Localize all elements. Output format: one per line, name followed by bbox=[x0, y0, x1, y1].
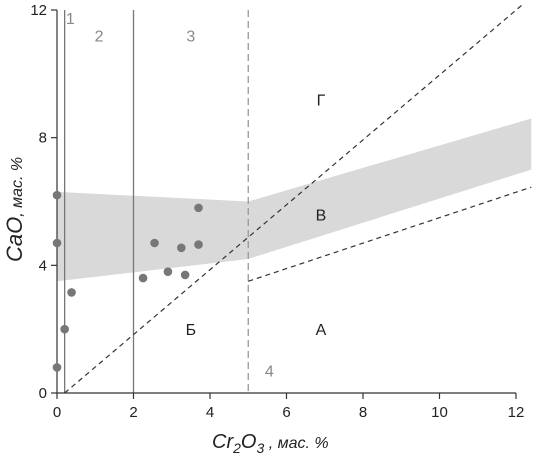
data-point-3 bbox=[60, 324, 69, 334]
dashed-boundary-line-0 bbox=[64, 3, 525, 394]
data-point-7 bbox=[163, 267, 173, 277]
data-point-6 bbox=[150, 238, 159, 248]
data-point-11 bbox=[194, 240, 203, 249]
zone-label-3: 4 bbox=[265, 364, 274, 381]
data-point-1 bbox=[52, 238, 62, 248]
x-axis-title-main: Cr bbox=[212, 431, 234, 453]
region-label-3: А bbox=[316, 322, 327, 339]
labels-layer: Г В Б А 1 2 3 4 bbox=[66, 11, 327, 381]
x-axis-title-main2: O bbox=[241, 431, 257, 453]
y-tick-label-2: 8 bbox=[39, 130, 47, 147]
region-label-1: В bbox=[316, 207, 327, 224]
x-tick-label-6: 12 bbox=[508, 404, 525, 421]
x-axis-title: Cr2O3 , мас. % bbox=[212, 431, 329, 456]
region-label-2: Б bbox=[186, 322, 197, 339]
data-point-2 bbox=[52, 363, 62, 372]
data-point-9 bbox=[180, 270, 190, 280]
data-point-4 bbox=[67, 288, 76, 297]
bands-layer bbox=[57, 118, 532, 282]
y-axis-title: CaO, мас. % bbox=[2, 157, 27, 262]
region-label-0: Г bbox=[317, 92, 326, 109]
x-tick-label-2: 4 bbox=[206, 404, 214, 421]
y-axis-title-main: CaO bbox=[2, 217, 27, 262]
zone-label-0: 1 bbox=[66, 11, 75, 28]
x-tick-label-3: 6 bbox=[282, 404, 290, 421]
data-point-10 bbox=[194, 203, 203, 213]
x-axis-title-sub: 2 bbox=[232, 440, 241, 456]
y-tick-label-3: 12 bbox=[30, 2, 47, 19]
x-axis-title-sub2: 3 bbox=[256, 440, 264, 456]
dashed-boundary-line-1 bbox=[248, 186, 532, 282]
data-point-0 bbox=[52, 190, 62, 200]
points-layer bbox=[52, 190, 203, 372]
x-tick-label-1: 2 bbox=[129, 404, 137, 421]
shaded-band-0 bbox=[57, 118, 532, 282]
x-axis-title-suffix: , мас. % bbox=[264, 435, 328, 452]
y-tick-label-0: 0 bbox=[39, 385, 47, 402]
y-tick-label-1: 4 bbox=[39, 257, 47, 274]
x-tick-label-5: 10 bbox=[431, 404, 448, 421]
x-tick-label-4: 8 bbox=[359, 404, 367, 421]
zone-label-2: 3 bbox=[186, 29, 195, 46]
data-point-5 bbox=[138, 273, 148, 283]
y-axis-title-suffix: , мас. % bbox=[9, 157, 26, 217]
data-point-8 bbox=[177, 243, 186, 253]
zone-label-1: 2 bbox=[95, 29, 104, 46]
x-tick-label-0: 0 bbox=[53, 404, 61, 421]
